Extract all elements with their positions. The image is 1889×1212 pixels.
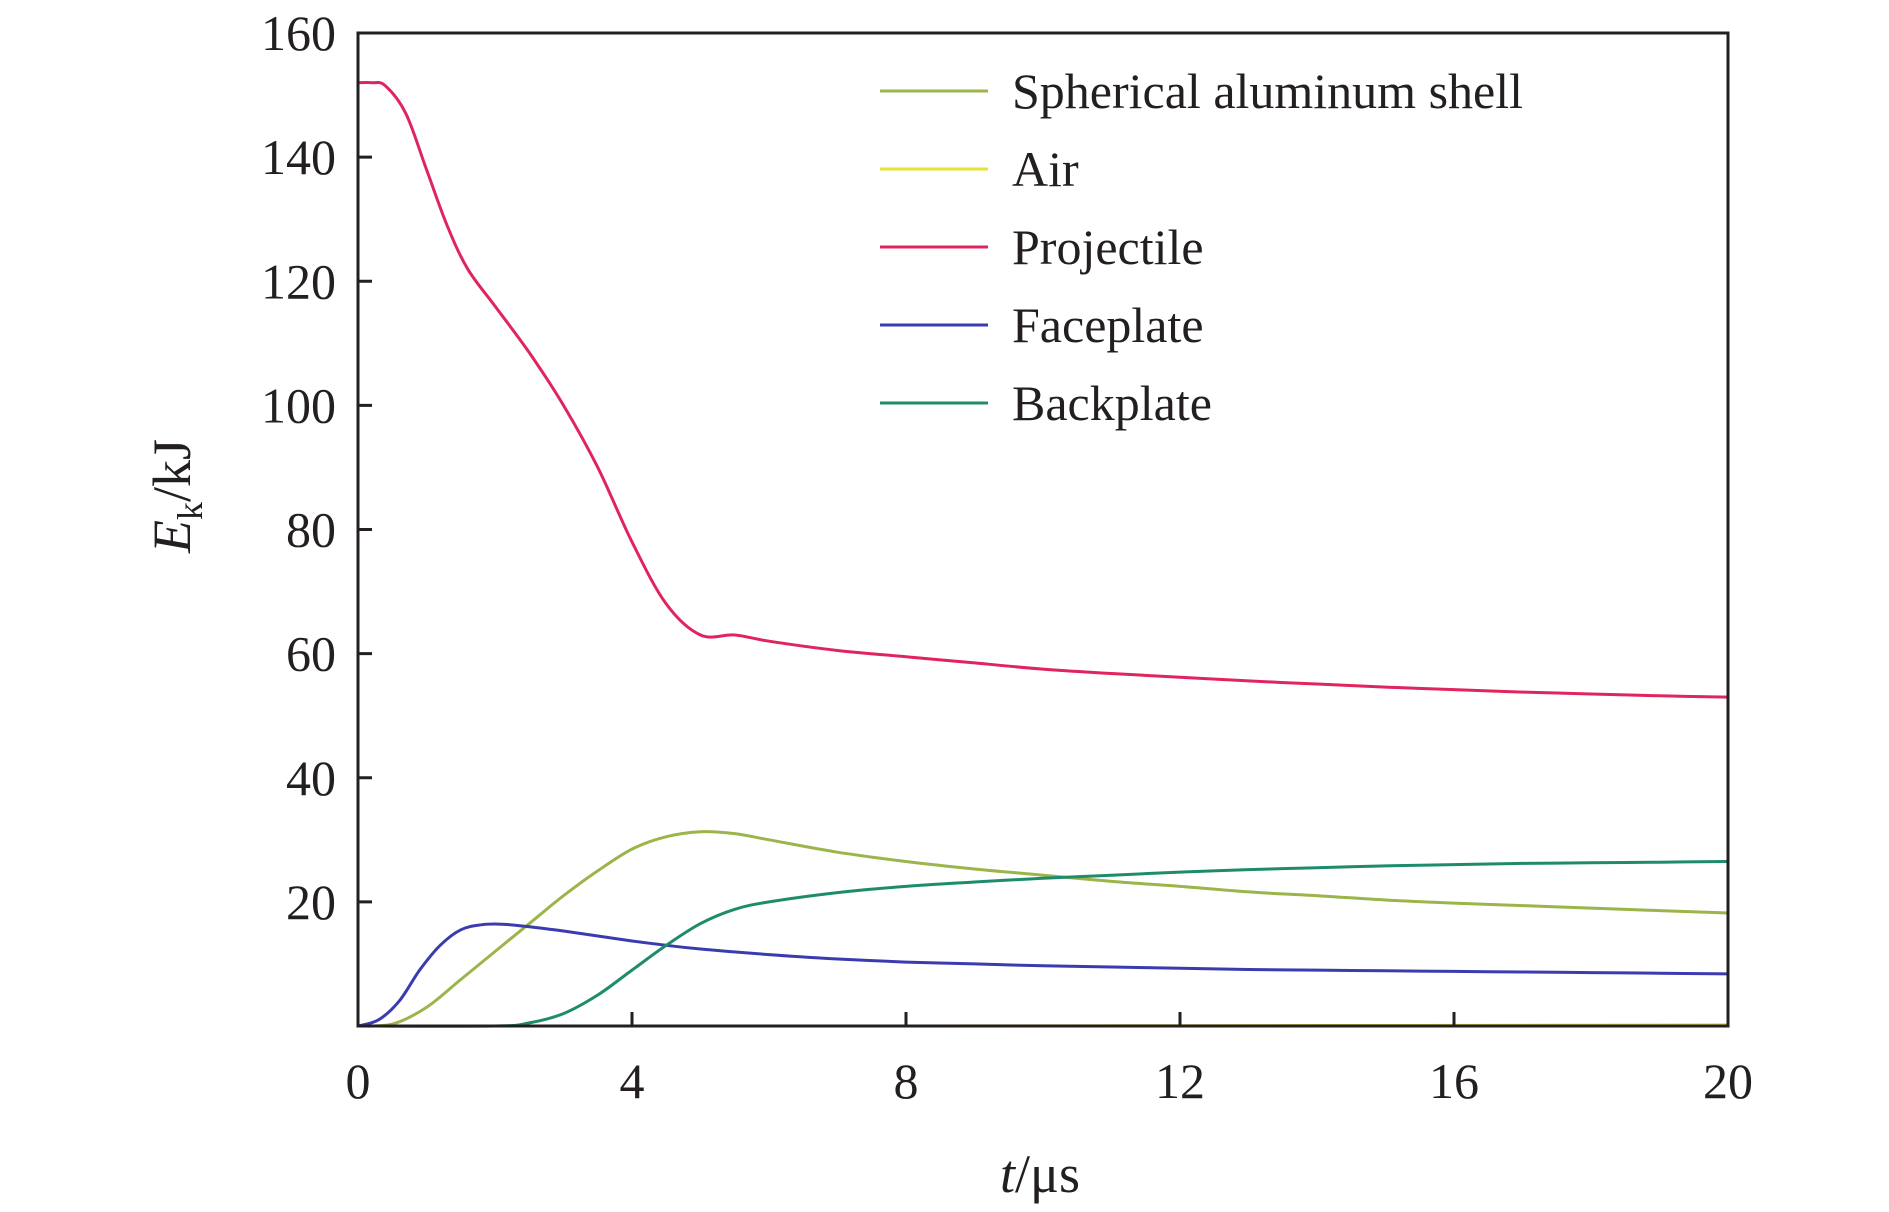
legend-item: Air bbox=[880, 141, 1079, 197]
ticks-layer: 0 4 8 12 16 20 20 40 60 80 100 120 140 160 bbox=[261, 5, 1753, 1109]
y-axis-unit: /kJ bbox=[142, 439, 202, 502]
series-line-faceplate bbox=[357, 922, 1729, 1028]
x-axis-title: t/μs bbox=[1000, 1144, 1080, 1204]
x-tick-label: 12 bbox=[1155, 1053, 1205, 1109]
legend-item: Projectile bbox=[880, 219, 1204, 275]
x-tick-label: 20 bbox=[1703, 1053, 1753, 1109]
series-line-projectile bbox=[357, 80, 1729, 699]
x-tick-label: 0 bbox=[346, 1053, 371, 1109]
x-axis-unit: /μs bbox=[1015, 1144, 1080, 1204]
svg-text:Ek/kJ: Ek/kJ bbox=[142, 439, 210, 554]
y-tick-label: 60 bbox=[286, 626, 336, 682]
series-line-spherical-aluminum-shell bbox=[357, 830, 1729, 1028]
legend-label: Faceplate bbox=[1012, 297, 1204, 353]
legend: Spherical aluminum shell Air Projectile Fac… bbox=[880, 63, 1523, 431]
y-axis-variable: E bbox=[142, 520, 202, 554]
legend-item: Faceplate bbox=[880, 297, 1204, 353]
y-tick-label: 20 bbox=[286, 874, 336, 930]
x-tick-label: 16 bbox=[1429, 1053, 1479, 1109]
x-axis-variable: t bbox=[1000, 1144, 1017, 1204]
y-tick-label: 120 bbox=[261, 253, 336, 309]
legend-item: Backplate bbox=[880, 375, 1212, 431]
y-tick-label: 40 bbox=[286, 750, 336, 806]
y-tick-label: 100 bbox=[261, 377, 336, 433]
legend-label: Backplate bbox=[1012, 375, 1212, 431]
legend-item: Spherical aluminum shell bbox=[880, 63, 1523, 119]
y-axis-title: Ek/kJ bbox=[142, 439, 210, 554]
x-tick-label: 4 bbox=[620, 1053, 645, 1109]
legend-label: Projectile bbox=[1012, 219, 1204, 275]
y-axis-subscript: k bbox=[170, 502, 210, 520]
y-tick-label: 140 bbox=[261, 129, 336, 185]
legend-label: Air bbox=[1012, 141, 1079, 197]
x-tick-label: 8 bbox=[894, 1053, 919, 1109]
y-tick-label: 80 bbox=[286, 502, 336, 558]
y-tick-label: 160 bbox=[261, 5, 336, 61]
series-line-backplate bbox=[357, 860, 1729, 1028]
legend-label: Spherical aluminum shell bbox=[1012, 63, 1523, 119]
